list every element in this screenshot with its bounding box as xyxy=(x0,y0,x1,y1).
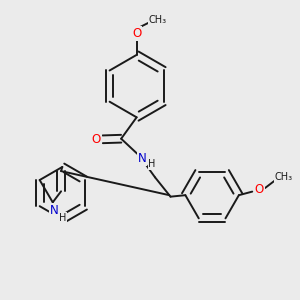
Text: O: O xyxy=(254,183,264,196)
Text: CH₃: CH₃ xyxy=(274,172,292,182)
Text: H: H xyxy=(148,159,156,169)
Text: N: N xyxy=(50,204,58,217)
Text: N: N xyxy=(138,152,146,165)
Text: O: O xyxy=(92,133,101,146)
Text: O: O xyxy=(132,27,141,40)
Text: CH₃: CH₃ xyxy=(148,15,166,25)
Text: H: H xyxy=(58,213,66,223)
